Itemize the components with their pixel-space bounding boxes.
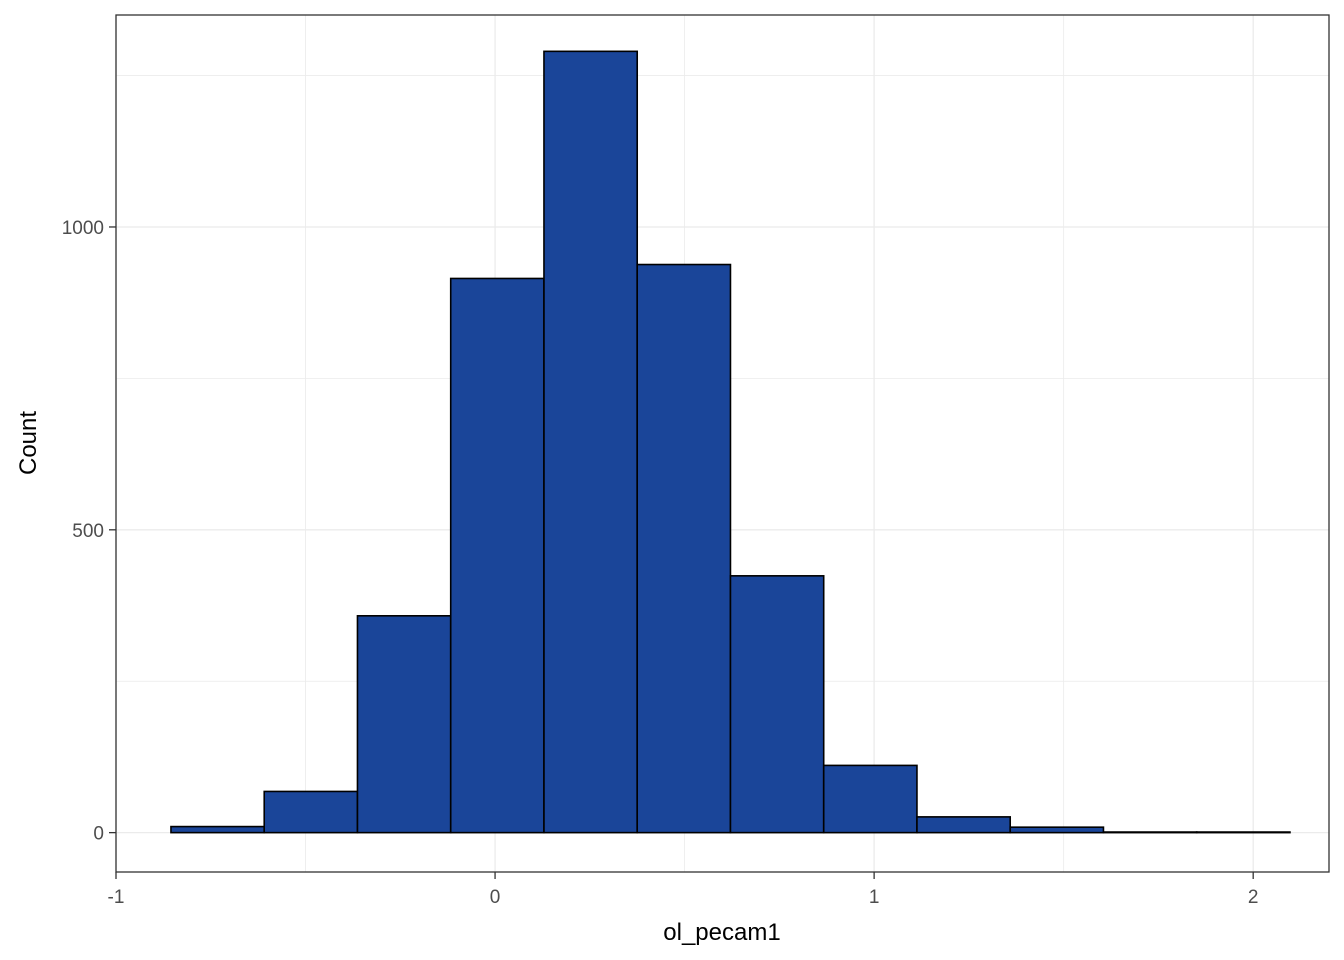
- y-tick-label: 1000: [62, 218, 104, 239]
- panel-border: [115, 14, 1330, 873]
- histogram-bars: [170, 50, 1291, 834]
- histogram-bar: [263, 790, 359, 834]
- x-axis: -1 0 1 2: [108, 872, 1259, 908]
- y-axis-title: Count: [15, 411, 42, 475]
- histogram-bar: [729, 575, 825, 834]
- histogram-bar: [1009, 826, 1105, 834]
- histogram-bar: [1195, 831, 1291, 834]
- histogram-bar: [822, 764, 918, 834]
- x-tick-label: 0: [490, 887, 501, 908]
- x-tick-label: 1: [869, 887, 880, 908]
- histogram-bar: [356, 615, 452, 834]
- x-tick-label: -1: [108, 887, 125, 908]
- histogram-bar: [543, 50, 639, 834]
- histogram-bar: [170, 825, 266, 834]
- y-tick-label: 0: [93, 824, 104, 845]
- y-tick-label: 500: [72, 521, 104, 542]
- histogram-bar: [1102, 831, 1198, 834]
- histogram-bar: [636, 263, 732, 834]
- histogram-bar: [916, 816, 1012, 834]
- y-axis: 0 500 1000: [62, 218, 116, 845]
- histogram-bar: [449, 277, 545, 834]
- x-axis-title: ol_pecam1: [663, 919, 780, 946]
- x-tick-label: 2: [1248, 887, 1259, 908]
